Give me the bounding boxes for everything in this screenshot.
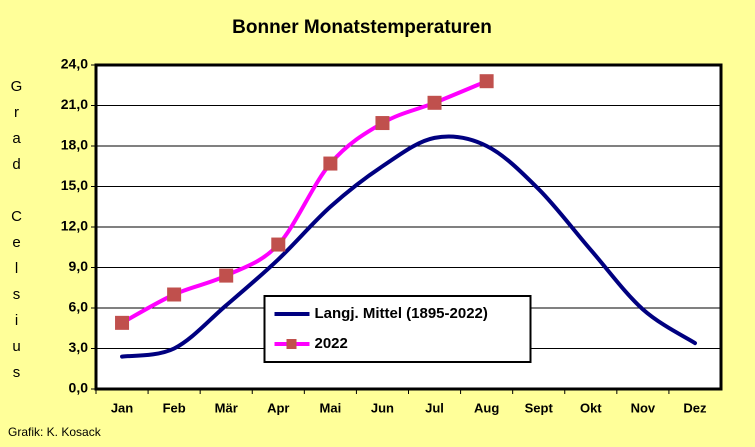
legend-marker (286, 339, 297, 349)
footnote: Grafik: K. Kosack (8, 425, 102, 439)
marker (219, 268, 234, 283)
marker (167, 287, 182, 302)
x-tick-label: Mär (215, 400, 238, 415)
legend-box (263, 295, 532, 363)
marker (115, 315, 130, 330)
y-tick-label: 21,0 (61, 96, 88, 112)
x-tick-label: Nov (631, 400, 656, 415)
marker (427, 95, 442, 110)
y-tick-label: 24,0 (61, 56, 88, 72)
series-line (120, 79, 489, 325)
y-axis-label: Grad Celsius (8, 78, 25, 390)
chart-title: Bonner Monatstemperaturen (232, 17, 492, 38)
x-tick-label: Jun (371, 400, 394, 415)
x-tick-label: Aug (474, 400, 499, 415)
marker (375, 116, 390, 131)
x-tick-label: Okt (580, 400, 602, 415)
series-line (120, 134, 697, 359)
x-tick-label: Jul (425, 400, 444, 415)
y-tick-label: 12,0 (61, 218, 88, 234)
x-tick-label: Dez (683, 400, 707, 415)
x-tick-label: Feb (163, 400, 186, 415)
y-tick-label: 18,0 (61, 137, 88, 153)
marker (479, 74, 494, 89)
marker (323, 156, 338, 171)
y-tick-label: 15,0 (61, 177, 88, 193)
marker (271, 237, 286, 252)
y-tick-label: 6,0 (69, 299, 89, 315)
legend-label: 2022 (315, 335, 348, 352)
legend-label: Langj. Mittel (1895-2022) (315, 305, 488, 322)
x-tick-label: Mai (320, 400, 342, 415)
plot-border (94, 63, 723, 391)
y-tick-label: 0,0 (69, 380, 89, 396)
x-tick-label: Apr (267, 400, 289, 415)
y-tick-label: 9,0 (69, 258, 89, 274)
x-tick-label: Sept (525, 400, 554, 415)
y-tick-label: 3,0 (69, 339, 89, 355)
x-tick-label: Jan (111, 400, 133, 415)
